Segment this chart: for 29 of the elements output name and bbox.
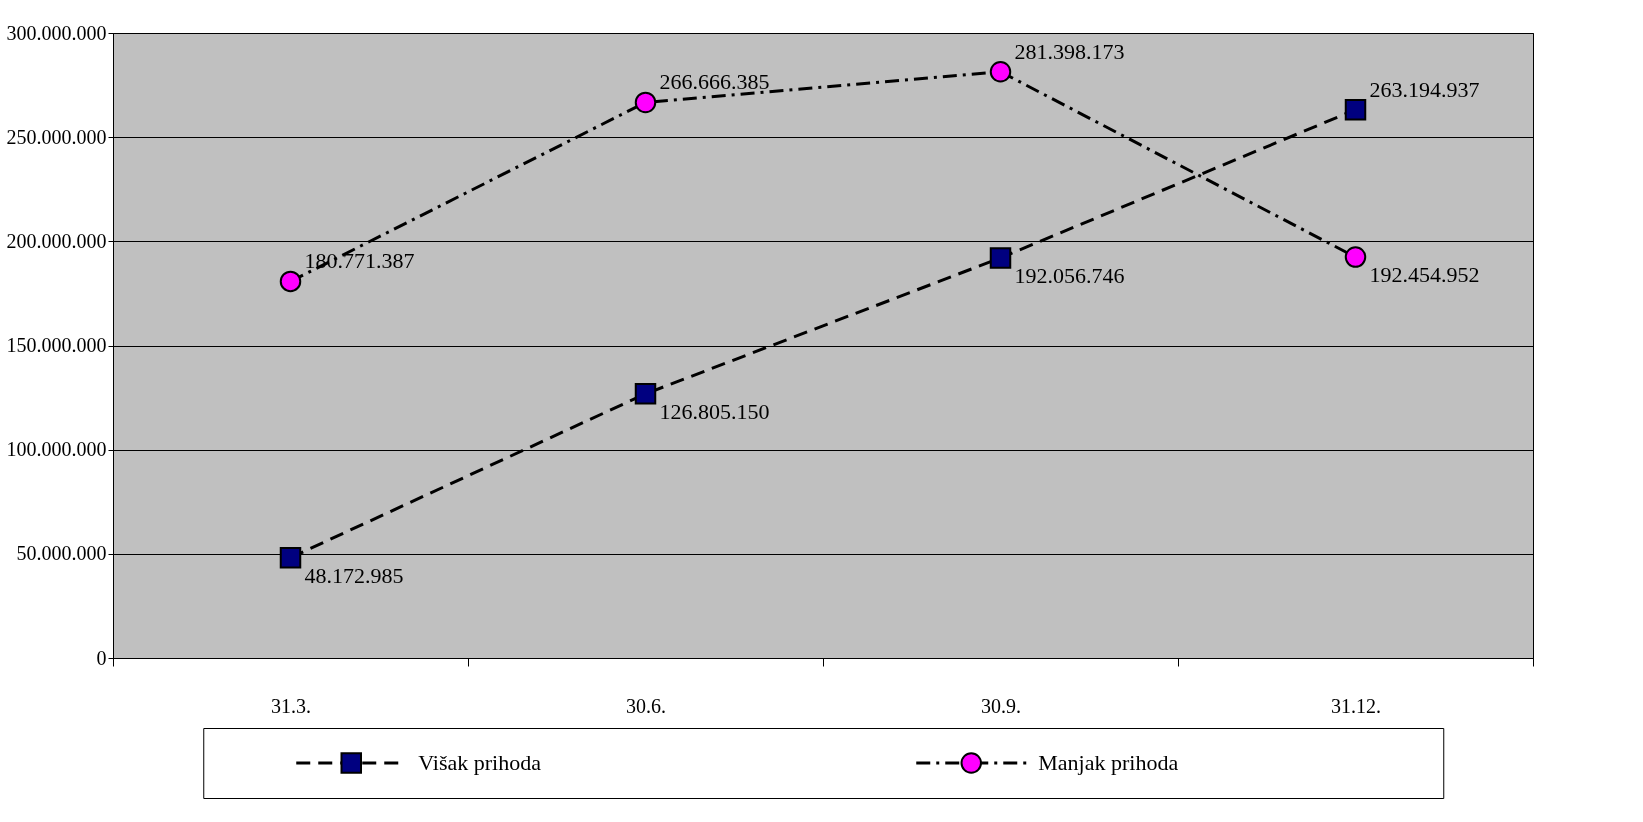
point <box>634 91 657 114</box>
y-tick-label: 200.000.000 <box>6 229 107 252</box>
point <box>634 383 657 405</box>
y-tick-label: 150.000.000 <box>6 334 107 356</box>
legend-label: Višak prihoda <box>418 750 542 775</box>
point <box>279 270 302 293</box>
point <box>989 247 1012 269</box>
x-tick-label: 31.12. <box>1331 694 1381 717</box>
data-label: 266.666.385 <box>659 69 770 95</box>
y-tick-label: 100.000.000 <box>6 438 107 461</box>
data-label: 192.454.952 <box>1369 262 1480 288</box>
x-tick-label: 30.6. <box>626 694 666 717</box>
y-tick-label: 50.000.000 <box>16 542 107 565</box>
x-tick-label: 30.9. <box>981 694 1021 717</box>
x-tick-label: 31.3. <box>271 694 311 717</box>
y-tick-label: 250.000.000 <box>6 125 107 148</box>
data-label: 126.805.150 <box>659 398 770 424</box>
data-label: 180.771.387 <box>304 248 415 274</box>
point <box>1344 98 1367 121</box>
legend-label: Manjak prihoda <box>1038 750 1179 775</box>
point <box>279 546 302 569</box>
data-label: 281.398.173 <box>1014 38 1125 64</box>
data-label: 263.194.937 <box>1369 76 1480 102</box>
y-tick-label: 300.000.000 <box>6 21 107 44</box>
data-label: 48.172.985 <box>304 562 404 588</box>
data-label: 192.056.746 <box>1014 262 1125 288</box>
point <box>1344 246 1367 268</box>
point <box>989 61 1012 83</box>
y-tick-label: 0 <box>96 646 107 669</box>
